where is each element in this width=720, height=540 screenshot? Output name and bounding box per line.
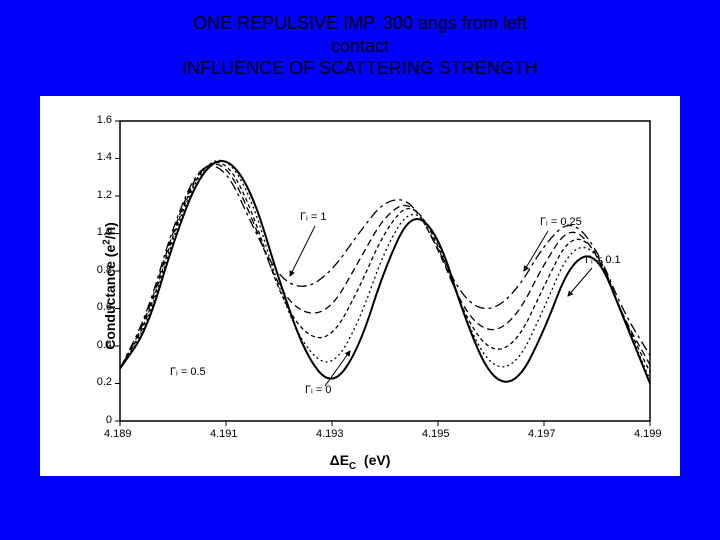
y-tick-label: 0.2: [97, 376, 112, 388]
x-tick-label: 4.189: [104, 428, 132, 440]
series-annotation: Γᵢ = 0.1: [585, 254, 621, 266]
chart-svg: [40, 96, 680, 476]
x-axis-label: ΔEC (eV): [330, 452, 391, 472]
x-tick-label: 4.193: [316, 428, 344, 440]
x-tick-label: 4.197: [528, 428, 556, 440]
series-annotation: Γᵢ = 0: [305, 384, 331, 396]
title-line-1: ONE REPULSIVE IMP. 300 angs from left: [0, 12, 720, 35]
series-annotation: Γᵢ = 1: [300, 211, 326, 223]
y-tick-label: 1.0: [97, 226, 112, 238]
series-annotation: Γᵢ = 0.25: [540, 216, 582, 228]
x-tick-label: 4.199: [634, 428, 662, 440]
series-gamma_0_5: [120, 164, 650, 368]
y-tick-label: 0.8: [97, 264, 112, 276]
annotation-arrow: [568, 268, 592, 296]
series-gamma_0: [120, 161, 650, 384]
title-line-3: INFLUENCE OF SCATTERING STRENGTH: [0, 57, 720, 80]
y-tick-label: 0.4: [97, 339, 112, 351]
chart-title: ONE REPULSIVE IMP. 300 angs from left co…: [0, 0, 720, 88]
annotation-arrow: [290, 226, 315, 276]
series-gamma_1: [120, 165, 650, 368]
y-tick-label: 1.4: [97, 151, 112, 163]
y-tick-label: 0: [106, 414, 112, 426]
title-line-2: contact: [0, 35, 720, 58]
chart-panel: Conductance (e2/h) 4.1894.1914.1934.1954…: [40, 96, 680, 476]
y-tick-label: 1.2: [97, 189, 112, 201]
y-tick-label: 0.6: [97, 301, 112, 313]
series-gamma_0_25: [120, 162, 650, 372]
series-annotation: Γᵢ = 0.5: [170, 366, 206, 378]
x-tick-label: 4.195: [422, 428, 450, 440]
y-tick-label: 1.6: [97, 114, 112, 126]
x-tick-label: 4.191: [210, 428, 238, 440]
